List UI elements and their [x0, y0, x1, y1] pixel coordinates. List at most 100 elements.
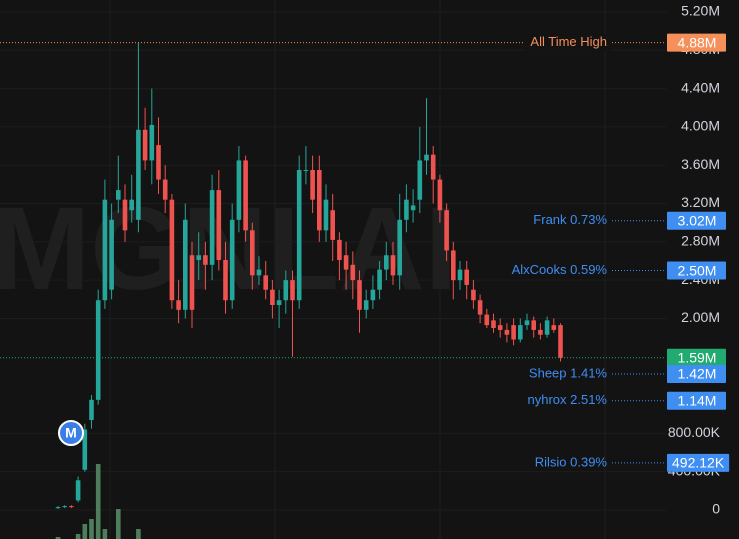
candle-body — [410, 205, 416, 211]
candle-body — [270, 289, 275, 306]
candle-body — [370, 289, 376, 301]
candle-body — [337, 239, 342, 261]
candle-body — [149, 124, 155, 161]
candle-body — [317, 169, 322, 231]
candle-body — [444, 210, 449, 251]
candle-body — [162, 179, 168, 200]
candle-body — [511, 325, 516, 340]
candle-body — [129, 199, 134, 211]
candle-body — [243, 160, 248, 231]
candle-body — [504, 329, 510, 335]
y-tick-label: 2.80M — [681, 233, 720, 249]
volume-bar — [116, 509, 121, 539]
candle-body — [451, 250, 456, 281]
candle-body — [169, 199, 175, 301]
candle-body — [357, 280, 362, 310]
price-label: 1.42M — [678, 366, 717, 382]
candle-body — [377, 269, 382, 290]
y-tick-label: 2.00M — [681, 309, 720, 325]
candle-body — [437, 179, 443, 211]
watermark: MGNLAI — [0, 183, 457, 315]
candle-body — [236, 160, 242, 220]
y-tick-label: 4.40M — [681, 79, 720, 95]
candle-body — [343, 255, 349, 270]
candle-body — [189, 255, 195, 310]
candle-body — [196, 255, 201, 261]
price-line-name: nyhrox 2.51% — [528, 392, 608, 407]
volume-bar — [55, 537, 61, 539]
candle-body — [209, 190, 215, 265]
candle-body — [256, 269, 262, 276]
candle-body — [471, 289, 476, 301]
candle-body — [531, 320, 536, 330]
candle-body — [263, 275, 268, 290]
price-label: 1.59M — [678, 349, 717, 365]
candle-body — [497, 325, 503, 330]
marker-label: M — [65, 425, 77, 441]
candle-body — [417, 160, 423, 200]
candle-body — [176, 300, 181, 310]
candle-body — [296, 169, 302, 301]
candle-body — [384, 255, 389, 270]
candle-body — [558, 325, 563, 358]
candle-body — [82, 429, 88, 470]
candle-body — [122, 199, 128, 231]
candle-body — [457, 269, 463, 281]
volume-bar — [89, 519, 94, 539]
y-tick-label: 3.20M — [681, 194, 720, 210]
price-line-name: AlxCooks 0.59% — [512, 262, 608, 277]
candle-body — [95, 300, 101, 400]
candle-body — [424, 154, 429, 161]
candle-body — [136, 129, 141, 220]
volume-bar — [136, 529, 141, 539]
candle-body — [89, 399, 94, 420]
volume-bar — [102, 529, 108, 539]
price-label-box — [667, 348, 726, 367]
candle-body — [109, 219, 114, 290]
candle-body — [363, 300, 369, 310]
candle-body — [116, 190, 121, 200]
volume-bar — [95, 464, 101, 539]
price-label: 3.02M — [678, 212, 717, 228]
candle-body — [303, 169, 309, 171]
price-label: 492.12K — [672, 455, 725, 471]
volume-bar — [75, 534, 81, 539]
candle-body — [484, 314, 490, 326]
y-tick-label: 3.60M — [681, 156, 720, 172]
price-label-box — [667, 453, 730, 472]
candle-body — [330, 210, 335, 240]
price-line-name: Rilsio 0.39% — [535, 454, 608, 469]
candle-body — [538, 329, 543, 335]
candle-body — [102, 199, 108, 301]
price-label-box — [667, 261, 726, 280]
price-label-box — [667, 33, 726, 52]
candle-body — [464, 269, 469, 285]
candle-body — [229, 219, 235, 301]
volume-bar — [82, 524, 88, 539]
y-tick-label: 0 — [712, 501, 720, 517]
candle-body — [250, 230, 255, 276]
candle-body — [203, 255, 208, 265]
candle-body — [75, 480, 81, 501]
candle-body — [69, 506, 74, 508]
candle-body — [223, 260, 228, 301]
y-tick-label: 800.00K — [668, 424, 721, 440]
marker-badge — [58, 420, 84, 446]
candle-body — [390, 255, 396, 276]
price-label: 1.14M — [678, 393, 717, 409]
candle-body — [518, 325, 523, 340]
grid — [109, 0, 606, 539]
candle-body — [544, 320, 550, 335]
price-label-box — [667, 211, 726, 230]
price-label: 2.50M — [678, 262, 717, 278]
candle-body — [323, 199, 329, 231]
candle-body — [156, 145, 161, 180]
candle-body — [183, 219, 188, 310]
price-label-box — [667, 364, 726, 383]
candle-body — [290, 280, 295, 301]
price-line-name-bg — [524, 34, 611, 51]
candle-body — [491, 320, 496, 329]
price-line-name: All Time High — [530, 34, 607, 49]
price-label: 4.88M — [678, 34, 717, 50]
